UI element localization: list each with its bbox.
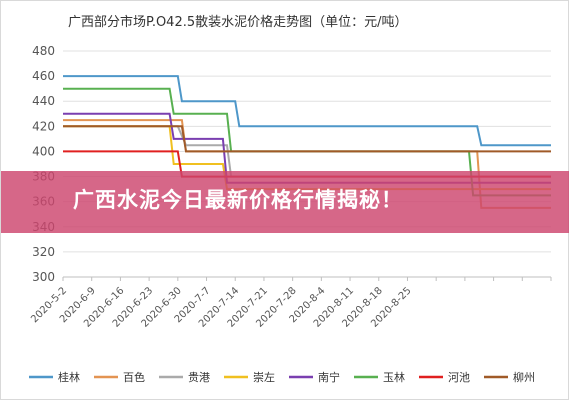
- legend-label: 百色: [123, 370, 145, 384]
- legend-label: 南宁: [318, 370, 340, 384]
- y-tick-label: 320: [32, 245, 55, 259]
- legend-label: 河池: [448, 371, 470, 384]
- y-tick-label: 460: [32, 69, 55, 83]
- legend-label: 崇左: [253, 371, 275, 384]
- y-tick-label: 300: [32, 270, 55, 284]
- legend-label: 玉林: [383, 370, 405, 384]
- legend-label: 柳州: [513, 370, 535, 384]
- y-tick-label: 400: [32, 144, 55, 158]
- series-line-柳州: [63, 125, 551, 153]
- y-tick-label: 420: [32, 119, 55, 133]
- overlay-banner: [1, 171, 569, 233]
- y-tick-label: 480: [32, 44, 55, 58]
- banner-headline: 广西水泥今日最新价格行情揭秘！: [73, 188, 403, 212]
- series-line-桂林: [63, 75, 551, 147]
- y-tick-label: 440: [32, 94, 55, 108]
- legend-label: 贵港: [188, 371, 210, 384]
- chart-title: 广西部分市场P.O42.5散装水泥价格走势图（单位：元/吨）: [68, 15, 408, 30]
- legend-label: 桂林: [58, 370, 80, 384]
